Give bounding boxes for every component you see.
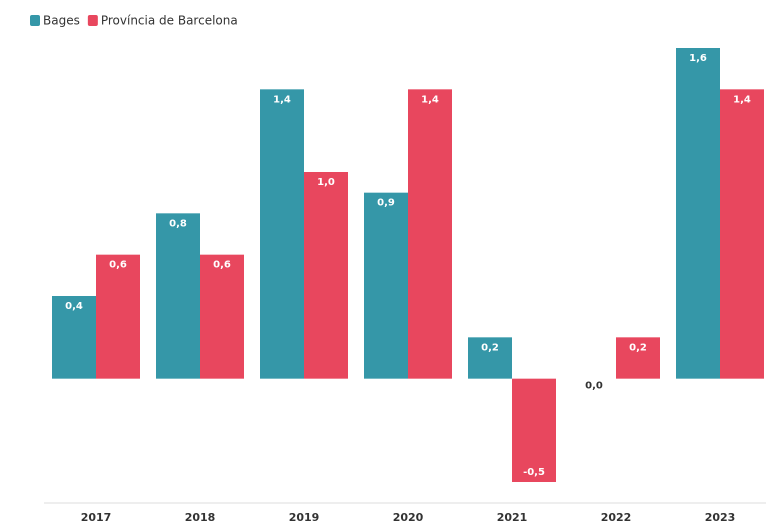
value-label: 0,9 — [377, 198, 395, 209]
bar — [408, 89, 452, 379]
legend-label: Bages — [43, 14, 80, 28]
x-tick-label: 2017 — [81, 511, 112, 522]
legend-swatch — [30, 15, 40, 26]
value-label: 1,6 — [689, 53, 707, 64]
x-tick-label: 2020 — [393, 511, 424, 522]
value-label: 1,4 — [733, 94, 751, 105]
value-label: 0,8 — [169, 218, 187, 229]
value-label: 1,4 — [273, 94, 291, 105]
bar — [676, 48, 720, 379]
bar — [156, 213, 200, 379]
bar — [52, 296, 96, 379]
x-tick-label: 2019 — [289, 511, 320, 522]
legend-label: Província de Barcelona — [101, 14, 238, 28]
value-label: 0,4 — [65, 301, 83, 312]
bar — [512, 378, 556, 482]
value-label: -0,5 — [523, 467, 545, 478]
value-label: 0,2 — [629, 342, 647, 353]
x-tick-label: 2022 — [601, 511, 632, 522]
bar — [364, 192, 408, 379]
bar — [720, 89, 764, 379]
bar — [304, 172, 348, 379]
value-label: 0,6 — [213, 260, 231, 271]
bar — [96, 254, 140, 379]
bar — [616, 337, 660, 379]
bar — [468, 337, 512, 379]
value-label: 0,2 — [481, 342, 499, 353]
bar — [260, 89, 304, 379]
bar — [200, 254, 244, 379]
x-tick-label: 2018 — [185, 511, 216, 522]
value-label: 1,0 — [317, 177, 335, 188]
x-tick-label: 2023 — [705, 511, 736, 522]
value-label: 1,4 — [421, 94, 439, 105]
legend-swatch — [87, 15, 98, 26]
value-label: 0,0 — [585, 381, 603, 392]
x-tick-label: 2021 — [497, 511, 528, 522]
value-label: 0,6 — [109, 260, 127, 271]
